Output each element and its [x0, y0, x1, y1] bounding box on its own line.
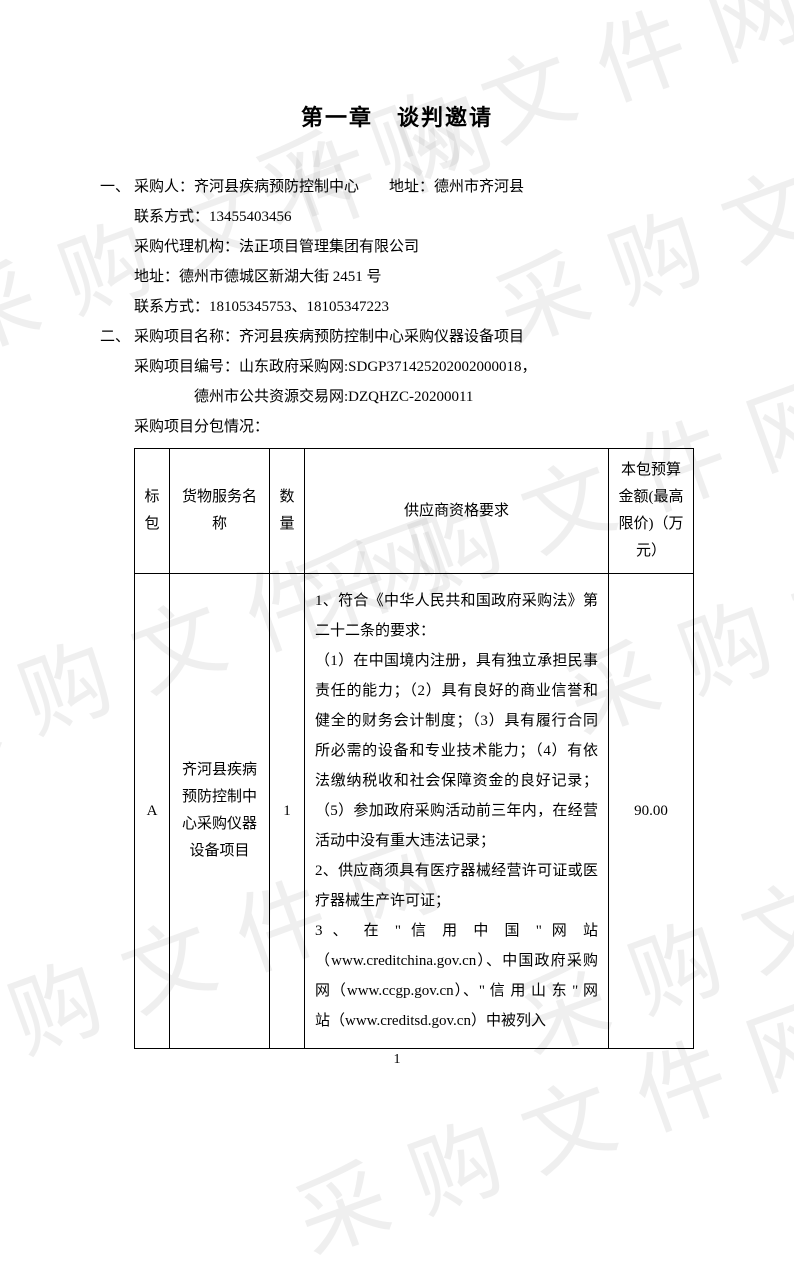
- cell-pack: A: [135, 574, 170, 1049]
- package-table: 标包 货物服务名称 数量 供应商资格要求 本包预算金额(最高限价)（万元） A …: [134, 448, 694, 1049]
- table-header-row: 标包 货物服务名称 数量 供应商资格要求 本包预算金额(最高限价)（万元）: [135, 449, 694, 574]
- cell-budget: 90.00: [609, 574, 694, 1049]
- th-qty: 数量: [270, 449, 305, 574]
- section-2-label: 二、: [100, 322, 134, 1049]
- cell-requirements: 1、符合《中华人民共和国政府采购法》第二十二条的要求：（1）在中国境内注册，具有…: [305, 574, 609, 1049]
- table-row: A 齐河县疾病预防控制中心采购仪器设备项目 1 1、符合《中华人民共和国政府采购…: [135, 574, 694, 1049]
- page-content: 第一章 谈判邀请 一、 采购人：齐河县疾病预防控制中心 地址：德州市齐河县 联系…: [0, 0, 794, 1089]
- purchaser-contact: 联系方式：13455403456: [134, 202, 694, 232]
- project-code-2: 德州市公共资源交易网:DZQHZC-20200011: [194, 382, 694, 412]
- project-code: 采购项目编号：山东政府采购网:SDGP371425202002000018，: [134, 352, 694, 382]
- th-pack: 标包: [135, 449, 170, 574]
- section-2: 二、 采购项目名称：齐河县疾病预防控制中心采购仪器设备项目 采购项目编号：山东政…: [100, 322, 694, 1049]
- section-1-label: 一、: [100, 172, 134, 322]
- section-1: 一、 采购人：齐河县疾病预防控制中心 地址：德州市齐河县 联系方式：134554…: [100, 172, 694, 322]
- project-name: 采购项目名称：齐河县疾病预防控制中心采购仪器设备项目: [134, 322, 694, 352]
- chapter-title: 第一章 谈判邀请: [100, 100, 694, 132]
- agency-name: 采购代理机构：法正项目管理集团有限公司: [134, 232, 694, 262]
- agency-address: 地址：德州市德城区新湖大街 2451 号: [134, 262, 694, 292]
- th-budget: 本包预算金额(最高限价)（万元）: [609, 449, 694, 574]
- subpackage-label: 采购项目分包情况：: [134, 412, 694, 442]
- cell-qty: 1: [270, 574, 305, 1049]
- th-req: 供应商资格要求: [305, 449, 609, 574]
- cell-name: 齐河县疾病预防控制中心采购仪器设备项目: [170, 574, 270, 1049]
- th-name: 货物服务名称: [170, 449, 270, 574]
- purchaser-line: 采购人：齐河县疾病预防控制中心 地址：德州市齐河县: [134, 172, 694, 202]
- agency-contact: 联系方式：18105345753、18105347223: [134, 292, 694, 322]
